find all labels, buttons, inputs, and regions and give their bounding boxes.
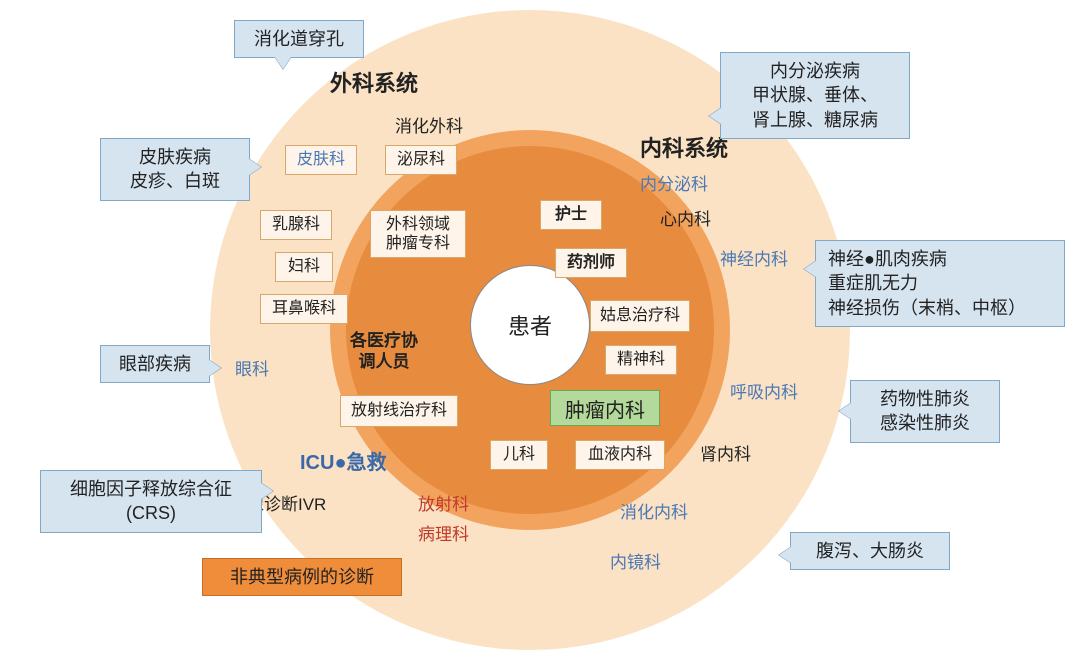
label-nephrology: 肾内科 [700, 440, 751, 465]
callout-crs-line: 细胞因子释放综合征 [53, 477, 249, 501]
callout-endocrine-line: 内分泌疾病 [733, 59, 897, 83]
dept-box-dermatology: 皮肤科 [285, 145, 357, 175]
callout-neuromuscular: 神经●肌肉疾病重症肌无力神经损伤（末梢、中枢） [815, 240, 1065, 327]
label-neurology: 神经内科 [720, 245, 788, 270]
dept-box-urology: 泌尿科 [385, 145, 457, 175]
callout-crs-line: (CRS) [53, 501, 249, 525]
dept-box-onco-surg: 外科领域肿瘤专科 [370, 210, 466, 258]
callout-neuromuscular-line: 重症肌无力 [828, 271, 1052, 295]
dept-box-psychiatry: 精神科 [605, 345, 677, 375]
callout-skin-line: 皮肤疾病 [113, 145, 237, 169]
label-digestive-surg: 消化外科 [395, 112, 463, 137]
callout-atypical: 非典型病例的诊断 [202, 558, 402, 596]
callout-gi-perforation: 消化道穿孔 [234, 20, 364, 58]
callout-colitis-line: 腹泻、大肠炎 [803, 539, 937, 563]
callout-endocrine: 内分泌疾病甲状腺、垂体、肾上腺、糖尿病 [720, 52, 910, 139]
label-gi-internal: 消化内科 [620, 498, 688, 523]
dept-box-breast: 乳腺科 [260, 210, 332, 240]
callout-skin: 皮肤疾病皮疹、白斑 [100, 138, 250, 201]
callout-eye: 眼部疾病 [100, 345, 210, 383]
heading-icu: ICU●急救 [300, 450, 387, 476]
callout-skin-line: 皮疹、白斑 [113, 169, 237, 193]
callout-eye-line: 眼部疾病 [113, 352, 197, 376]
label-endoscopy: 内镜科 [610, 548, 661, 573]
callout-colitis: 腹泻、大肠炎 [790, 532, 950, 570]
dept-box-nurse: 护士 [540, 200, 602, 230]
callout-crs: 细胞因子释放综合征(CRS) [40, 470, 262, 533]
center-patient: 患者 [470, 265, 590, 385]
dept-box-palliative: 姑息治疗科 [590, 300, 690, 332]
callout-neuromuscular-line: 神经●肌肉疾病 [828, 247, 1052, 271]
label-ophthalmology: 眼科 [235, 355, 269, 380]
label-cardiology: 心内科 [660, 205, 711, 230]
dept-box-onco-surg-line: 肿瘤专科 [386, 234, 450, 253]
coordinator-label: 各医疗协调人员 [350, 330, 418, 373]
coordinator-label-line: 调人员 [350, 351, 418, 372]
label-respiratory: 呼吸内科 [730, 378, 798, 403]
callout-neuromuscular-line: 神经损伤（末梢、中枢） [828, 296, 1052, 320]
label-radiology: 放射科 [418, 490, 469, 515]
heading-internal: 内科系统 [640, 135, 728, 164]
label-pathology: 病理科 [418, 520, 469, 545]
dept-box-radio-onco: 放射线治疗科 [340, 395, 458, 427]
dept-box-gynecology: 妇科 [275, 252, 333, 282]
label-endocrine-dept: 内分泌科 [640, 170, 708, 195]
dept-box-ent: 耳鼻喉科 [260, 294, 348, 324]
callout-endocrine-line: 肾上腺、糖尿病 [733, 108, 897, 132]
coordinator-label-line: 各医疗协 [350, 330, 418, 351]
callout-endocrine-line: 甲状腺、垂体、 [733, 83, 897, 107]
dept-box-onco-surg-line: 外科领域 [386, 215, 450, 234]
callout-pneumonia-line: 药物性肺炎 [863, 387, 987, 411]
dept-box-pediatrics: 儿科 [490, 440, 548, 470]
dept-box-pharmacist: 药剂师 [555, 248, 627, 278]
callout-pneumonia-line: 感染性肺炎 [863, 411, 987, 435]
dept-box-onco-internal: 肿瘤内科 [550, 390, 660, 426]
callout-pneumonia: 药物性肺炎感染性肺炎 [850, 380, 1000, 443]
callout-gi-perforation-line: 消化道穿孔 [247, 27, 351, 51]
heading-surgical: 外科系统 [330, 70, 418, 99]
dept-box-hematology: 血液内科 [575, 440, 665, 470]
